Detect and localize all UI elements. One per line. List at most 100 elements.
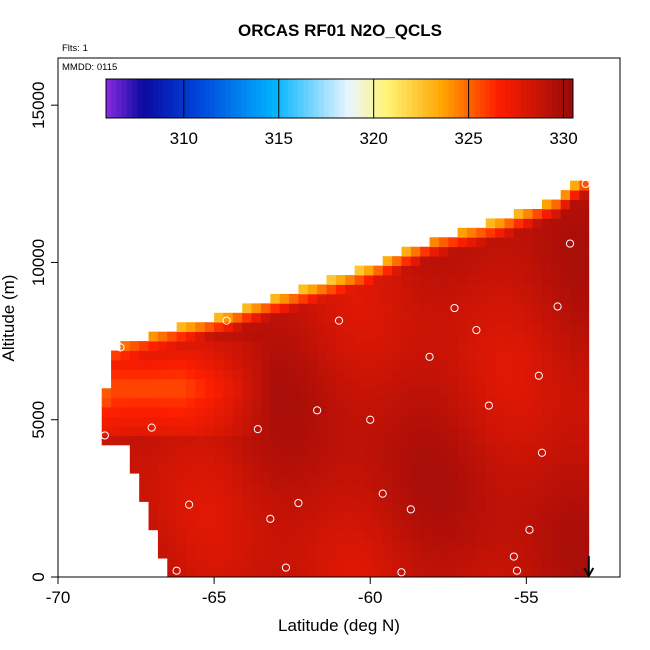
heatmap-cell (279, 444, 290, 455)
heatmap-cell (289, 435, 299, 446)
heatmap-cell (579, 473, 590, 484)
heatmap-cell (551, 510, 562, 521)
heatmap-cell (242, 520, 252, 531)
heatmap-cell (195, 548, 206, 559)
heatmap-cell (157, 331, 168, 342)
heatmap-cell (551, 397, 562, 408)
heatmap-cell (523, 520, 533, 531)
heatmap-cell (485, 369, 496, 380)
heatmap-cell (532, 237, 543, 248)
heatmap-cell (579, 548, 590, 559)
heatmap-cell (438, 529, 449, 540)
heatmap-cell (467, 463, 477, 474)
heatmap-cell (420, 416, 430, 427)
heatmap-cell (410, 293, 421, 304)
heatmap-cell (457, 312, 468, 323)
heatmap-cell (495, 416, 505, 427)
heatmap-cell (242, 510, 252, 521)
heatmap-cell (335, 492, 346, 502)
colorbar-swatch (495, 79, 501, 118)
heatmap-cell (223, 463, 234, 474)
colorbar-swatch (199, 79, 206, 118)
heatmap-cell (260, 435, 271, 446)
heatmap-cell (551, 284, 562, 295)
heatmap-cell (485, 520, 496, 531)
heatmap-cell (401, 284, 412, 295)
heatmap-cell (401, 416, 412, 427)
heatmap-cell (579, 312, 590, 323)
heatmap-cell (438, 312, 449, 323)
heatmap-cell (476, 284, 487, 295)
heatmap-cell (242, 407, 252, 417)
heatmap-cell (485, 529, 496, 540)
heatmap-cell (270, 501, 281, 512)
heatmap-cell (485, 218, 496, 229)
heatmap-cell (523, 303, 533, 314)
heatmap-cell (504, 520, 515, 531)
colorbar-tick-label: 325 (454, 129, 482, 148)
heatmap-cell (541, 208, 552, 219)
colorbar: 310 315 320 325 330 (105, 78, 578, 148)
heatmap-cell (532, 444, 543, 455)
heatmap-cell (373, 454, 384, 465)
heatmap-cell (260, 529, 271, 540)
colorbar-swatch (375, 79, 382, 118)
heatmap-cell (326, 510, 337, 521)
colorbar-swatch (106, 79, 112, 118)
heatmap-cell (438, 246, 449, 257)
colorbar-swatch (323, 79, 330, 118)
heatmap-cell (401, 359, 412, 370)
heatmap-cell (438, 558, 449, 568)
heatmap-cell (570, 312, 580, 323)
heatmap-cell (326, 539, 337, 550)
heatmap-cell (345, 482, 356, 493)
heatmap-cell (579, 218, 590, 229)
colorbar-swatch (111, 79, 117, 118)
heatmap-cell (204, 378, 215, 389)
heatmap-cell (373, 482, 384, 493)
heatmap-cell (214, 567, 224, 578)
heatmap-cell (429, 454, 440, 465)
heatmap-cell (513, 510, 524, 521)
heatmap-cell (139, 416, 149, 427)
heatmap-cell (570, 359, 580, 370)
heatmap-cell (532, 463, 543, 474)
flight-point (397, 568, 406, 577)
colorbar-swatch (329, 79, 335, 118)
heatmap-cell (523, 407, 533, 417)
heatmap-cell (111, 359, 121, 370)
colorbar-swatch (246, 79, 252, 118)
heatmap-cell (167, 426, 178, 436)
heatmap-cell (167, 388, 178, 399)
heatmap-cell (195, 454, 206, 465)
heatmap-cell (560, 227, 571, 238)
heatmap-cell (232, 350, 243, 361)
heatmap-cell (176, 331, 187, 342)
heatmap-cell (541, 426, 552, 436)
heatmap-cell (176, 407, 187, 417)
heatmap-cell (279, 529, 290, 540)
heatmap-cell (204, 510, 215, 521)
heatmap-cell (157, 501, 168, 512)
heatmap-cell (289, 378, 299, 389)
heatmap-cell (129, 388, 140, 399)
heatmap-cell (457, 454, 468, 465)
heatmap-cell (382, 501, 393, 512)
heatmap-cell (317, 548, 327, 559)
heatmap-cell (345, 492, 356, 502)
heatmap-cell (354, 359, 365, 370)
heatmap-cell (289, 369, 299, 380)
heatmap-cell (307, 435, 318, 446)
heatmap-cell (476, 501, 487, 512)
heatmap-cell (551, 426, 562, 436)
heatmap-cell (326, 501, 337, 512)
heatmap-cell (513, 388, 524, 399)
heatmap-cell (307, 407, 318, 417)
heatmap-cell (495, 284, 505, 295)
heatmap-cell (307, 331, 318, 342)
heatmap-cell (204, 350, 215, 361)
heatmap-cell (495, 435, 505, 446)
heatmap-cell (560, 341, 571, 351)
heatmap-cell (354, 350, 365, 361)
heatmap-cell (410, 548, 421, 559)
